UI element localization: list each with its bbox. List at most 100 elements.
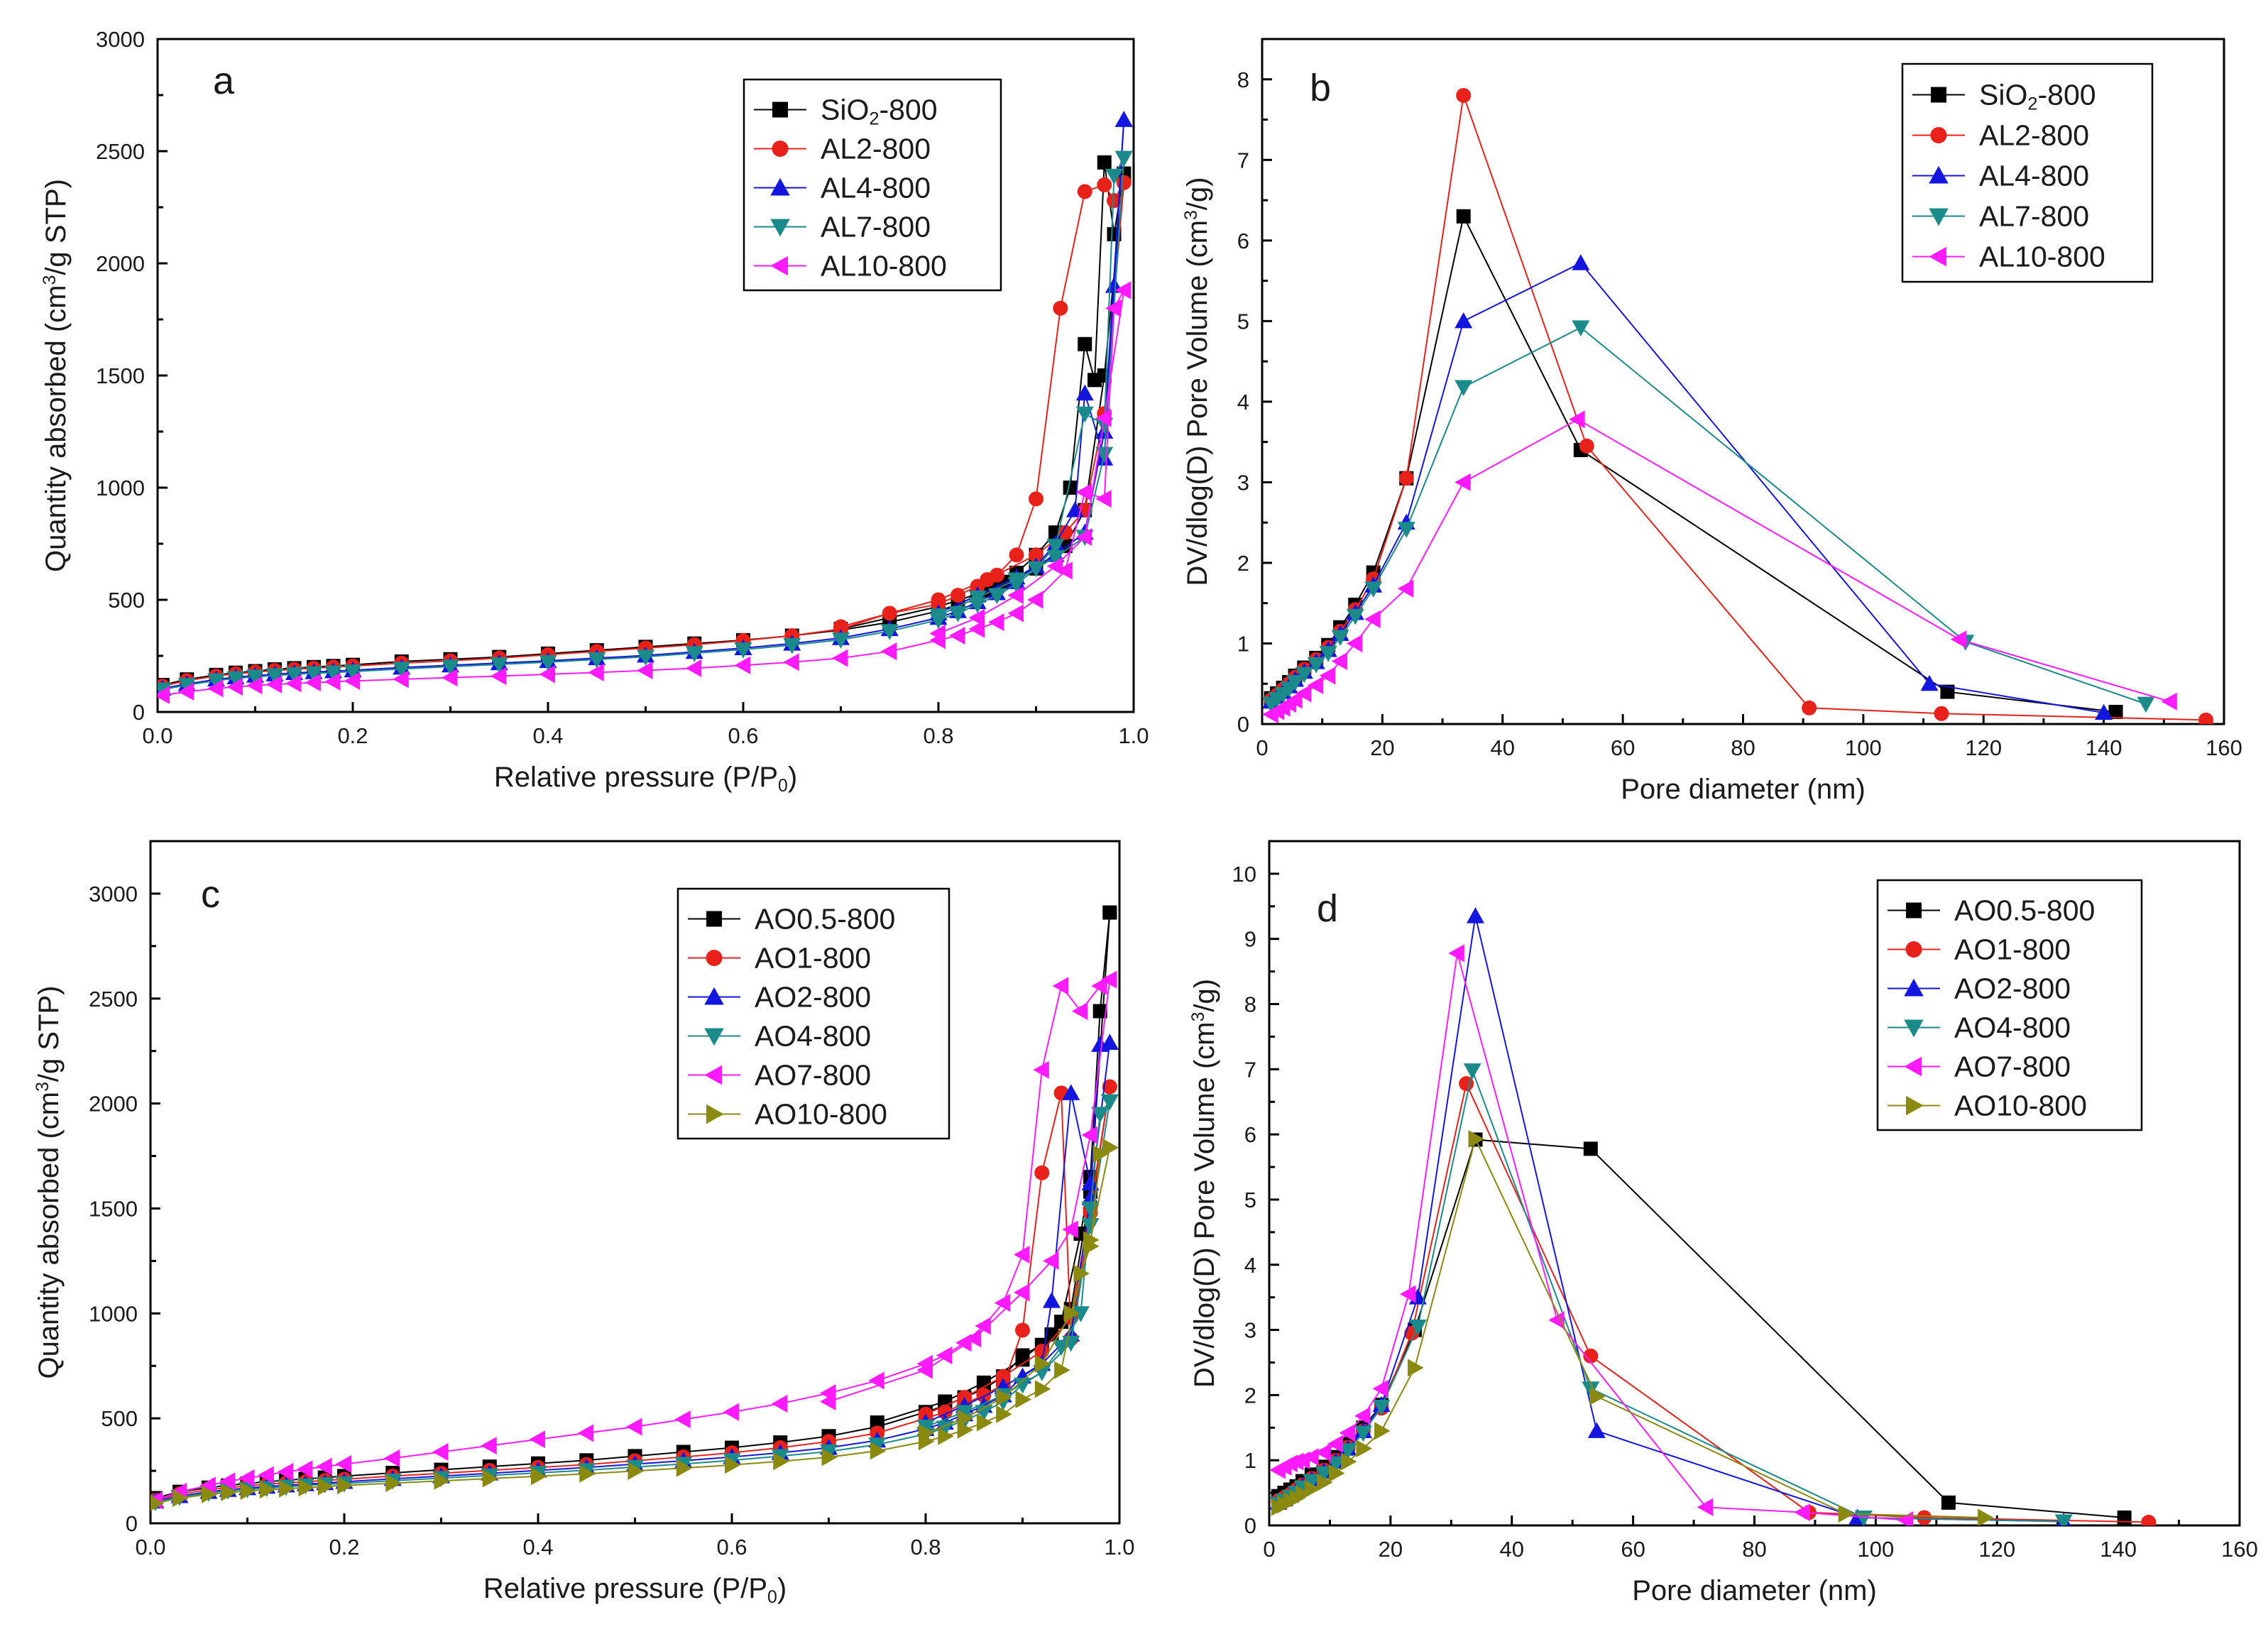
data-point <box>201 1485 218 1503</box>
data-point <box>1587 1422 1606 1438</box>
data-point <box>1941 1495 1956 1510</box>
data-point <box>1295 1485 1312 1503</box>
data-point <box>1295 684 1312 703</box>
series-line <box>1271 418 2171 716</box>
x-tick-label: 0.6 <box>728 723 758 748</box>
x-tick-label: 0 <box>1256 735 1268 760</box>
data-point <box>1303 1474 1321 1491</box>
data-point <box>1364 581 1383 598</box>
data-point <box>335 1455 351 1474</box>
x-tick-label: 0.4 <box>522 1535 553 1559</box>
data-point <box>1081 1126 1098 1144</box>
data-point <box>1015 1391 1031 1409</box>
y-axis-title: DV/dlog(D) Pore Volume (cm3/g) <box>1182 177 1213 586</box>
data-point <box>1053 300 1068 316</box>
data-point <box>1319 667 1336 685</box>
data-point <box>490 667 507 685</box>
legend-marker <box>706 949 723 967</box>
data-point <box>1459 1076 1474 1092</box>
data-point <box>1354 1407 1371 1425</box>
data-point <box>1034 1165 1050 1180</box>
x-tick-label: 0 <box>1263 1537 1275 1562</box>
legend-label: AO1-800 <box>755 942 871 975</box>
data-point <box>1398 471 1414 486</box>
data-point <box>539 654 557 672</box>
data-point <box>868 1371 884 1390</box>
y-tick-label: 500 <box>101 1406 138 1431</box>
legend-marker <box>1930 126 1947 144</box>
legend-marker <box>1906 902 1922 919</box>
data-point <box>832 632 850 649</box>
data-point <box>880 624 899 640</box>
x-tick-label: 140 <box>2100 1537 2137 1562</box>
y-tick-label: 8 <box>1244 992 1256 1017</box>
data-point <box>1095 409 1112 427</box>
y-tick-label: 2500 <box>96 139 145 164</box>
y-tick-label: 2000 <box>96 251 145 276</box>
data-point <box>1052 977 1069 995</box>
data-point <box>150 1496 165 1511</box>
data-point <box>316 1457 332 1476</box>
data-point <box>324 672 341 691</box>
panel-letter: a <box>213 60 235 102</box>
data-point <box>1572 254 1590 270</box>
data-point <box>870 1442 887 1460</box>
data-point <box>1100 970 1117 989</box>
data-point <box>976 1413 993 1432</box>
x-axis-title: Pore diameter (nm) <box>1632 1575 1877 1606</box>
series-AO4-800 <box>1269 1063 2073 1525</box>
desorption-line <box>828 980 1111 1403</box>
data-point <box>1356 1440 1372 1458</box>
data-point <box>1978 1508 1994 1525</box>
legend-label: AO2-800 <box>1954 972 2071 1005</box>
data-point <box>1015 1348 1030 1363</box>
x-tick-label: 120 <box>1965 735 2002 760</box>
series-line <box>1278 1136 1985 1518</box>
data-point <box>1081 1174 1100 1190</box>
data-point <box>1838 1504 1855 1523</box>
series-AO10-800 <box>1271 1130 1994 1525</box>
y-tick-label: 8 <box>1237 67 1249 92</box>
x-axis-title: Relative pressure (P/P0) <box>483 1573 787 1607</box>
data-point <box>285 667 303 684</box>
legend-marker <box>1904 978 1924 997</box>
series-line <box>1278 1139 2125 1518</box>
data-point <box>226 671 245 688</box>
legend-label: AL10-800 <box>1979 241 2105 273</box>
data-point <box>1569 410 1585 429</box>
data-point <box>1056 561 1073 580</box>
y-tick-label: 4 <box>1237 390 1249 415</box>
data-point <box>1062 1220 1078 1239</box>
data-point <box>1034 1354 1051 1373</box>
legend-label: AL7-800 <box>821 211 931 243</box>
data-point <box>626 1418 642 1436</box>
x-tick-label: 0.6 <box>716 1535 747 1559</box>
legend-label: SiO2-800 <box>821 94 938 129</box>
data-point <box>1092 1004 1107 1019</box>
data-point <box>957 1409 974 1427</box>
panel-letter: b <box>1310 67 1331 109</box>
data-point <box>734 656 750 674</box>
data-point <box>2108 704 2123 719</box>
data-point <box>725 1456 741 1474</box>
data-point <box>994 1294 1011 1312</box>
data-point <box>1346 634 1363 652</box>
legend-marker <box>1906 1095 1924 1116</box>
data-point <box>246 669 264 686</box>
data-point <box>1456 209 1471 224</box>
data-point <box>637 662 653 680</box>
legend-marker <box>704 1065 722 1085</box>
data-point <box>1062 1335 1080 1352</box>
legend-marker <box>1905 941 1922 958</box>
legend-label: AO7-800 <box>1954 1051 2071 1083</box>
data-point <box>1063 481 1078 495</box>
data-point <box>1327 1435 1343 1453</box>
x-tick-label: 1.0 <box>1118 723 1149 748</box>
data-point <box>1339 1424 1356 1442</box>
legend-label: AO2-800 <box>755 981 871 1014</box>
x-tick-label: 0.2 <box>329 1535 359 1559</box>
data-point <box>882 605 897 621</box>
legend-label: AO0.5-800 <box>1954 894 2095 927</box>
legend-label: AO0.5-800 <box>755 903 895 936</box>
